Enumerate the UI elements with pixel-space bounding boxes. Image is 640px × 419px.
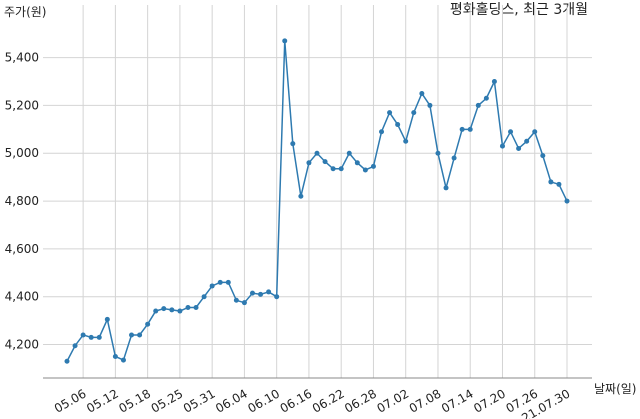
point	[80, 332, 86, 338]
point	[330, 166, 336, 172]
x-tick-label: 07.14	[439, 386, 476, 415]
point	[217, 279, 223, 285]
point	[274, 294, 280, 300]
point	[435, 150, 441, 156]
x-tick-label: 06.28	[342, 386, 379, 415]
point	[233, 297, 239, 303]
point	[508, 129, 514, 135]
y-axis-label: 주가(원)	[4, 5, 46, 19]
x-tick-label: 05.06	[52, 386, 89, 415]
point	[370, 163, 376, 169]
point	[169, 307, 175, 313]
point	[564, 198, 570, 204]
point	[499, 143, 505, 149]
point	[249, 290, 255, 296]
point	[548, 179, 554, 185]
point	[145, 321, 151, 327]
point	[266, 289, 272, 295]
point	[451, 155, 457, 161]
point	[64, 358, 70, 364]
point	[306, 160, 312, 166]
point	[88, 334, 94, 340]
point	[491, 79, 497, 85]
point	[419, 90, 425, 96]
point	[72, 343, 78, 349]
point	[427, 102, 433, 108]
point	[322, 159, 328, 165]
y-tick-label: 4,400	[5, 290, 39, 304]
point	[153, 308, 159, 314]
point	[403, 138, 409, 144]
x-tick-label: 06.16	[278, 386, 315, 415]
point	[524, 138, 530, 144]
point	[314, 150, 320, 156]
point	[532, 129, 538, 135]
point	[298, 193, 304, 199]
point	[96, 334, 102, 340]
point	[209, 283, 215, 289]
point	[338, 166, 344, 172]
point	[540, 153, 546, 159]
point	[459, 126, 465, 132]
point	[346, 150, 352, 156]
point	[282, 38, 288, 44]
chart-title: 평화홀딩스, 최근 3개월	[450, 2, 588, 18]
y-tick-label: 5,000	[5, 146, 39, 160]
point	[379, 129, 385, 135]
x-tick-label: 05.18	[116, 386, 153, 415]
x-axis-label: 날짜(일)	[594, 382, 636, 396]
point	[362, 167, 368, 173]
point	[475, 102, 481, 108]
point	[483, 95, 489, 101]
point	[387, 110, 393, 116]
point	[467, 126, 473, 132]
point	[120, 357, 126, 363]
point	[290, 141, 296, 147]
y-tick-label: 5,400	[5, 51, 39, 65]
point	[443, 185, 449, 191]
x-tick-label: 06.10	[245, 386, 282, 415]
point	[137, 332, 143, 338]
point	[225, 279, 231, 285]
point	[201, 294, 207, 300]
x-tick-label: 06.22	[310, 386, 347, 415]
x-tick-label: 05.12	[84, 386, 121, 415]
point	[129, 332, 135, 338]
y-tick-label: 4,600	[5, 242, 39, 256]
y-tick-label: 4,200	[5, 338, 39, 352]
x-tick-label: 05.25	[149, 386, 186, 415]
x-tick-label: 07.20	[471, 386, 508, 415]
point	[241, 300, 247, 306]
x-tick-label: 07.02	[374, 386, 411, 415]
y-tick-label: 4,800	[5, 194, 39, 208]
point	[556, 181, 562, 187]
point	[516, 145, 522, 151]
point	[193, 304, 199, 310]
x-tick-label: 07.08	[407, 386, 444, 415]
point	[258, 291, 264, 297]
point	[177, 308, 183, 314]
point	[161, 306, 167, 312]
y-tick-label: 5,200	[5, 98, 39, 112]
point	[104, 316, 110, 322]
x-tick-label: 06.04	[213, 386, 250, 415]
point	[411, 110, 417, 116]
point	[185, 304, 191, 310]
point	[112, 353, 118, 359]
x-tick-label: 05.31	[181, 386, 218, 415]
point	[354, 160, 360, 166]
point	[395, 122, 401, 128]
